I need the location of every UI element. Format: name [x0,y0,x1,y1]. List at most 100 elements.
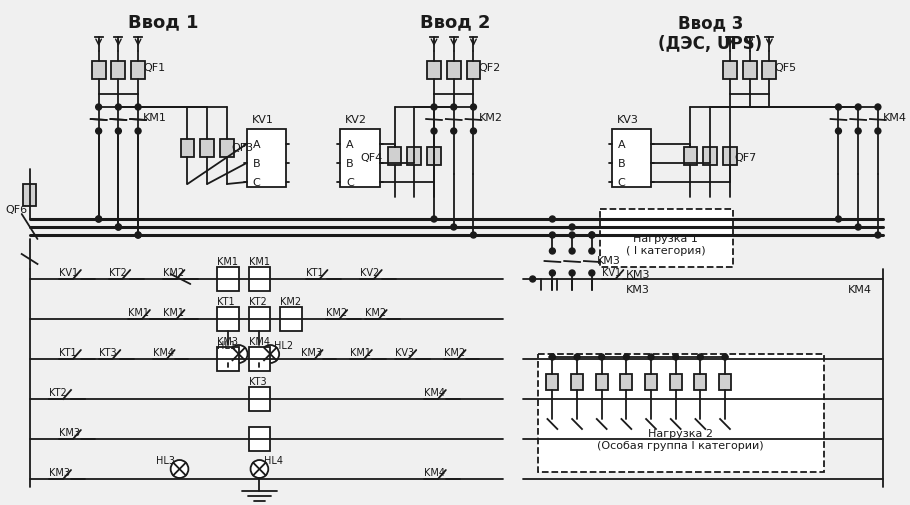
Circle shape [574,355,580,360]
Text: KM1: KM1 [248,257,269,267]
Circle shape [250,460,268,478]
Text: KV1: KV1 [602,268,621,277]
Bar [547,374,559,390]
Circle shape [450,225,457,231]
Text: KM2: KM2 [163,268,184,277]
Text: KM4: KM4 [153,347,174,358]
Circle shape [855,105,861,111]
Circle shape [589,271,595,276]
Circle shape [431,129,437,135]
Bar [408,147,421,166]
Bar [645,374,657,390]
Circle shape [589,248,595,255]
Text: KM1: KM1 [217,257,238,267]
Bar [427,147,441,166]
Text: QF3: QF3 [232,143,254,153]
Circle shape [470,105,477,111]
Text: KM3: KM3 [217,336,238,346]
Circle shape [599,355,604,360]
Circle shape [875,105,881,111]
Bar [247,130,286,188]
Circle shape [116,225,121,231]
Circle shape [550,355,555,360]
Circle shape [136,232,141,238]
Text: Нагрузка 1
( I категория): Нагрузка 1 ( I категория) [626,234,705,256]
Text: KT2: KT2 [248,296,267,307]
Circle shape [855,225,861,231]
Text: KM1: KM1 [350,347,371,358]
Circle shape [116,225,121,231]
Text: KT1: KT1 [306,268,323,277]
Circle shape [550,232,555,238]
Text: QF1: QF1 [143,63,165,73]
Bar [111,62,126,80]
Text: KT2: KT2 [108,268,126,277]
Text: HL2: HL2 [274,340,293,350]
Text: KM2: KM2 [280,296,301,307]
Text: Нагрузка 2
(Особая группа I категории): Нагрузка 2 (Особая группа I категории) [597,428,763,450]
Text: QF5: QF5 [774,63,796,73]
Circle shape [230,345,248,363]
Circle shape [136,105,141,111]
Circle shape [431,217,437,223]
Circle shape [835,217,842,223]
Text: Ввод 2: Ввод 2 [420,13,491,31]
Circle shape [136,129,141,135]
Bar [743,62,756,80]
Circle shape [96,217,102,223]
Circle shape [589,232,595,238]
Text: B: B [618,159,625,169]
Circle shape [470,129,477,135]
Circle shape [136,232,141,238]
Circle shape [835,129,842,135]
Circle shape [569,271,575,276]
Circle shape [875,232,881,238]
Text: KM4: KM4 [883,113,907,123]
Bar [670,374,682,390]
Text: KV3: KV3 [616,115,639,125]
Bar [621,374,632,390]
Circle shape [569,225,575,231]
Bar [280,308,302,331]
Bar [763,62,776,80]
Bar [340,130,379,188]
Bar [23,185,36,207]
Bar [719,374,731,390]
Text: KM3: KM3 [59,427,80,437]
Text: KM3: KM3 [301,347,322,358]
Text: KV2: KV2 [360,268,379,277]
Bar [723,62,737,80]
Text: HL4: HL4 [265,455,283,465]
Text: KM4: KM4 [424,467,445,477]
Circle shape [96,129,102,135]
Text: KT2: KT2 [49,387,67,397]
Bar [447,62,460,80]
Text: KM2: KM2 [444,347,465,358]
Text: KV1: KV1 [59,268,78,277]
Circle shape [450,129,457,135]
Bar [683,147,697,166]
Circle shape [569,248,575,255]
Bar [180,140,195,158]
Text: KM2: KM2 [365,308,386,317]
Circle shape [697,355,703,360]
Text: B: B [252,159,260,169]
Circle shape [261,345,279,363]
Text: KT1: KT1 [59,347,76,358]
Circle shape [450,105,457,111]
Bar [248,268,270,291]
Circle shape [855,129,861,135]
Bar [248,427,270,451]
Text: KT1: KT1 [217,296,235,307]
Text: KM4: KM4 [248,336,269,346]
Bar [131,62,145,80]
Text: KM1: KM1 [143,113,167,123]
Bar [217,308,238,331]
Text: B: B [346,159,354,169]
Text: QF7: QF7 [735,153,757,163]
Text: KM1: KM1 [128,308,149,317]
Bar [248,308,270,331]
Text: C: C [252,178,260,188]
Text: A: A [618,140,625,149]
Text: QF6: QF6 [5,205,27,215]
